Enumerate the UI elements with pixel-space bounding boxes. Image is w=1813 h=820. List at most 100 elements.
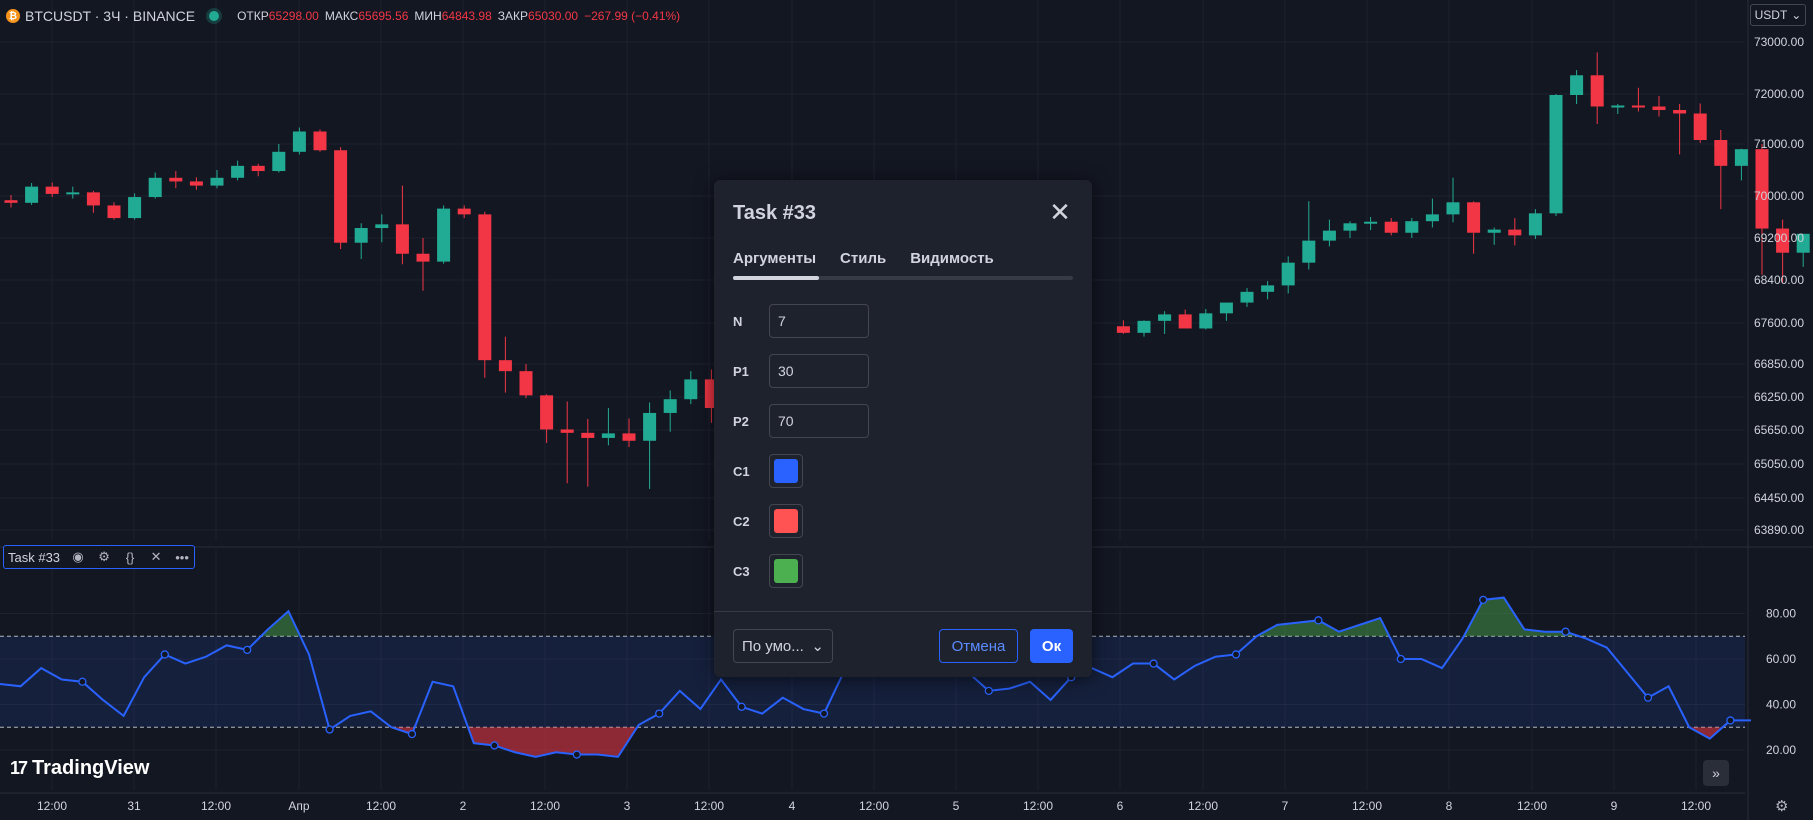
color-row-c3: C3 [733, 554, 803, 588]
indicator-marker [325, 725, 334, 734]
low-value: 64843.98 [441, 9, 492, 23]
indicator-marker [160, 650, 169, 659]
field-label-p1: P1 [733, 363, 749, 379]
candle-body [1405, 221, 1419, 233]
candle-body [25, 186, 39, 203]
indicator-marker [984, 686, 993, 695]
indicator-legend[interactable]: Task #33 ◉ ⚙ {} ✕ ••• [3, 545, 196, 569]
dialog-divider [714, 611, 1092, 612]
defaults-dropdown-value: По умо... [742, 637, 804, 655]
color-swatch-c3[interactable] [769, 554, 803, 588]
tab-visibility[interactable]: Видимость [910, 250, 994, 267]
candle-body [560, 429, 574, 433]
time-tick-label: 12:00 [1517, 799, 1547, 813]
eye-icon[interactable]: ◉ [72, 549, 84, 564]
ok-button[interactable]: Ок [1030, 629, 1073, 663]
braces-icon[interactable]: {} [125, 549, 135, 565]
indicator-tick-label: 20.00 [1766, 743, 1796, 757]
close-icon[interactable]: ✕ [150, 549, 162, 564]
defaults-dropdown[interactable]: По умо... ⌄ [733, 629, 833, 663]
candle-body [1508, 229, 1522, 236]
candle-body [1652, 106, 1666, 110]
color-row-c2: C2 [733, 504, 803, 538]
candle-body [1446, 202, 1460, 215]
candle-body [169, 177, 183, 182]
price-tick-label: 67600.00 [1754, 316, 1804, 330]
candle-body [354, 228, 368, 243]
open-value: 65298.00 [268, 9, 319, 23]
time-tick-label: 8 [1446, 799, 1453, 813]
change-value: −267.99 (−0.41%) [584, 9, 681, 23]
candle-body [1734, 149, 1748, 166]
price-tick-label: 70000.00 [1754, 189, 1804, 203]
symbol-header: ₿ BTCUSDT · 3Ч · BINANCE ОТКР 65298.00 М… [6, 6, 680, 26]
n-input[interactable] [769, 304, 869, 338]
candle-body [1467, 202, 1481, 233]
indicator-marker [572, 750, 581, 759]
candle-body [581, 432, 595, 438]
close-label: ЗАКР [497, 9, 529, 23]
color-swatch-c2[interactable] [769, 504, 803, 538]
tab-style[interactable]: Стиль [840, 250, 887, 267]
time-tick-label: 12:00 [1681, 799, 1711, 813]
price-tick-label: 72000.00 [1754, 87, 1804, 101]
candle-body [1528, 213, 1542, 236]
candle-body [1322, 230, 1336, 241]
candle-body [540, 395, 554, 430]
indicator-marker [1314, 616, 1323, 625]
candle-body [128, 197, 142, 219]
cancel-button[interactable]: Отмена [939, 629, 1018, 663]
candle-body [375, 224, 389, 229]
close-value: 65030.00 [528, 9, 579, 23]
time-tick-label: 12:00 [366, 799, 396, 813]
time-tick-label: Апр [288, 799, 310, 813]
candle-body [4, 200, 18, 203]
currency-select[interactable]: USDT ⌄ [1750, 4, 1806, 26]
candle-body [1158, 314, 1172, 321]
oversold-fill [468, 727, 638, 757]
close-icon[interactable]: ✕ [1049, 197, 1071, 227]
gear-icon[interactable]: ⚙ [1775, 798, 1789, 815]
more-icon[interactable]: ••• [175, 549, 189, 565]
p2-input[interactable] [769, 404, 869, 438]
candle-body [1693, 113, 1707, 140]
candle-body [334, 150, 348, 243]
price-tick-label: 68400.00 [1754, 273, 1804, 287]
candle-body [313, 131, 327, 151]
low-label: МИН [414, 9, 442, 23]
price-tick-label: 65650.00 [1754, 423, 1804, 437]
open-label: ОТКР [237, 9, 269, 23]
tab-active-indicator [733, 276, 819, 280]
color-swatch-c1[interactable] [769, 454, 803, 488]
candle-body [45, 186, 59, 194]
scroll-to-realtime-button[interactable]: » [1703, 760, 1729, 786]
candle-body [1549, 95, 1563, 214]
indicator-tick-label: 80.00 [1766, 607, 1796, 621]
candle-body [1343, 223, 1357, 231]
candle-body [498, 360, 512, 372]
time-tick-label: 12:00 [1023, 799, 1053, 813]
tab-arguments[interactable]: Аргументы [733, 250, 817, 267]
color-label-c3: C3 [733, 563, 750, 579]
symbol-title[interactable]: BTCUSDT · 3Ч · BINANCE [25, 8, 196, 24]
high-value: 65695.56 [358, 9, 409, 23]
candle-body [1137, 320, 1151, 333]
candle-body [519, 371, 533, 396]
time-tick-label: 9 [1611, 799, 1618, 813]
candle-body [1714, 140, 1728, 166]
indicator-marker [737, 702, 746, 711]
indicator-marker [1643, 693, 1653, 702]
p1-input[interactable] [769, 354, 869, 388]
price-tick-label: 66250.00 [1754, 390, 1804, 404]
time-tick-label: 12:00 [694, 799, 724, 813]
indicator-marker [655, 709, 664, 718]
candle-body [251, 165, 265, 172]
time-tick-label: 31 [127, 799, 141, 813]
candle-body [478, 214, 492, 361]
candle-body [1796, 233, 1810, 253]
bitcoin-icon: ₿ [6, 9, 20, 23]
color-row-c1: C1 [733, 454, 803, 488]
field-label-p2: P2 [733, 413, 749, 429]
tradingview-logo[interactable]: 17 TradingView [10, 757, 149, 780]
gear-icon[interactable]: ⚙ [98, 549, 110, 564]
